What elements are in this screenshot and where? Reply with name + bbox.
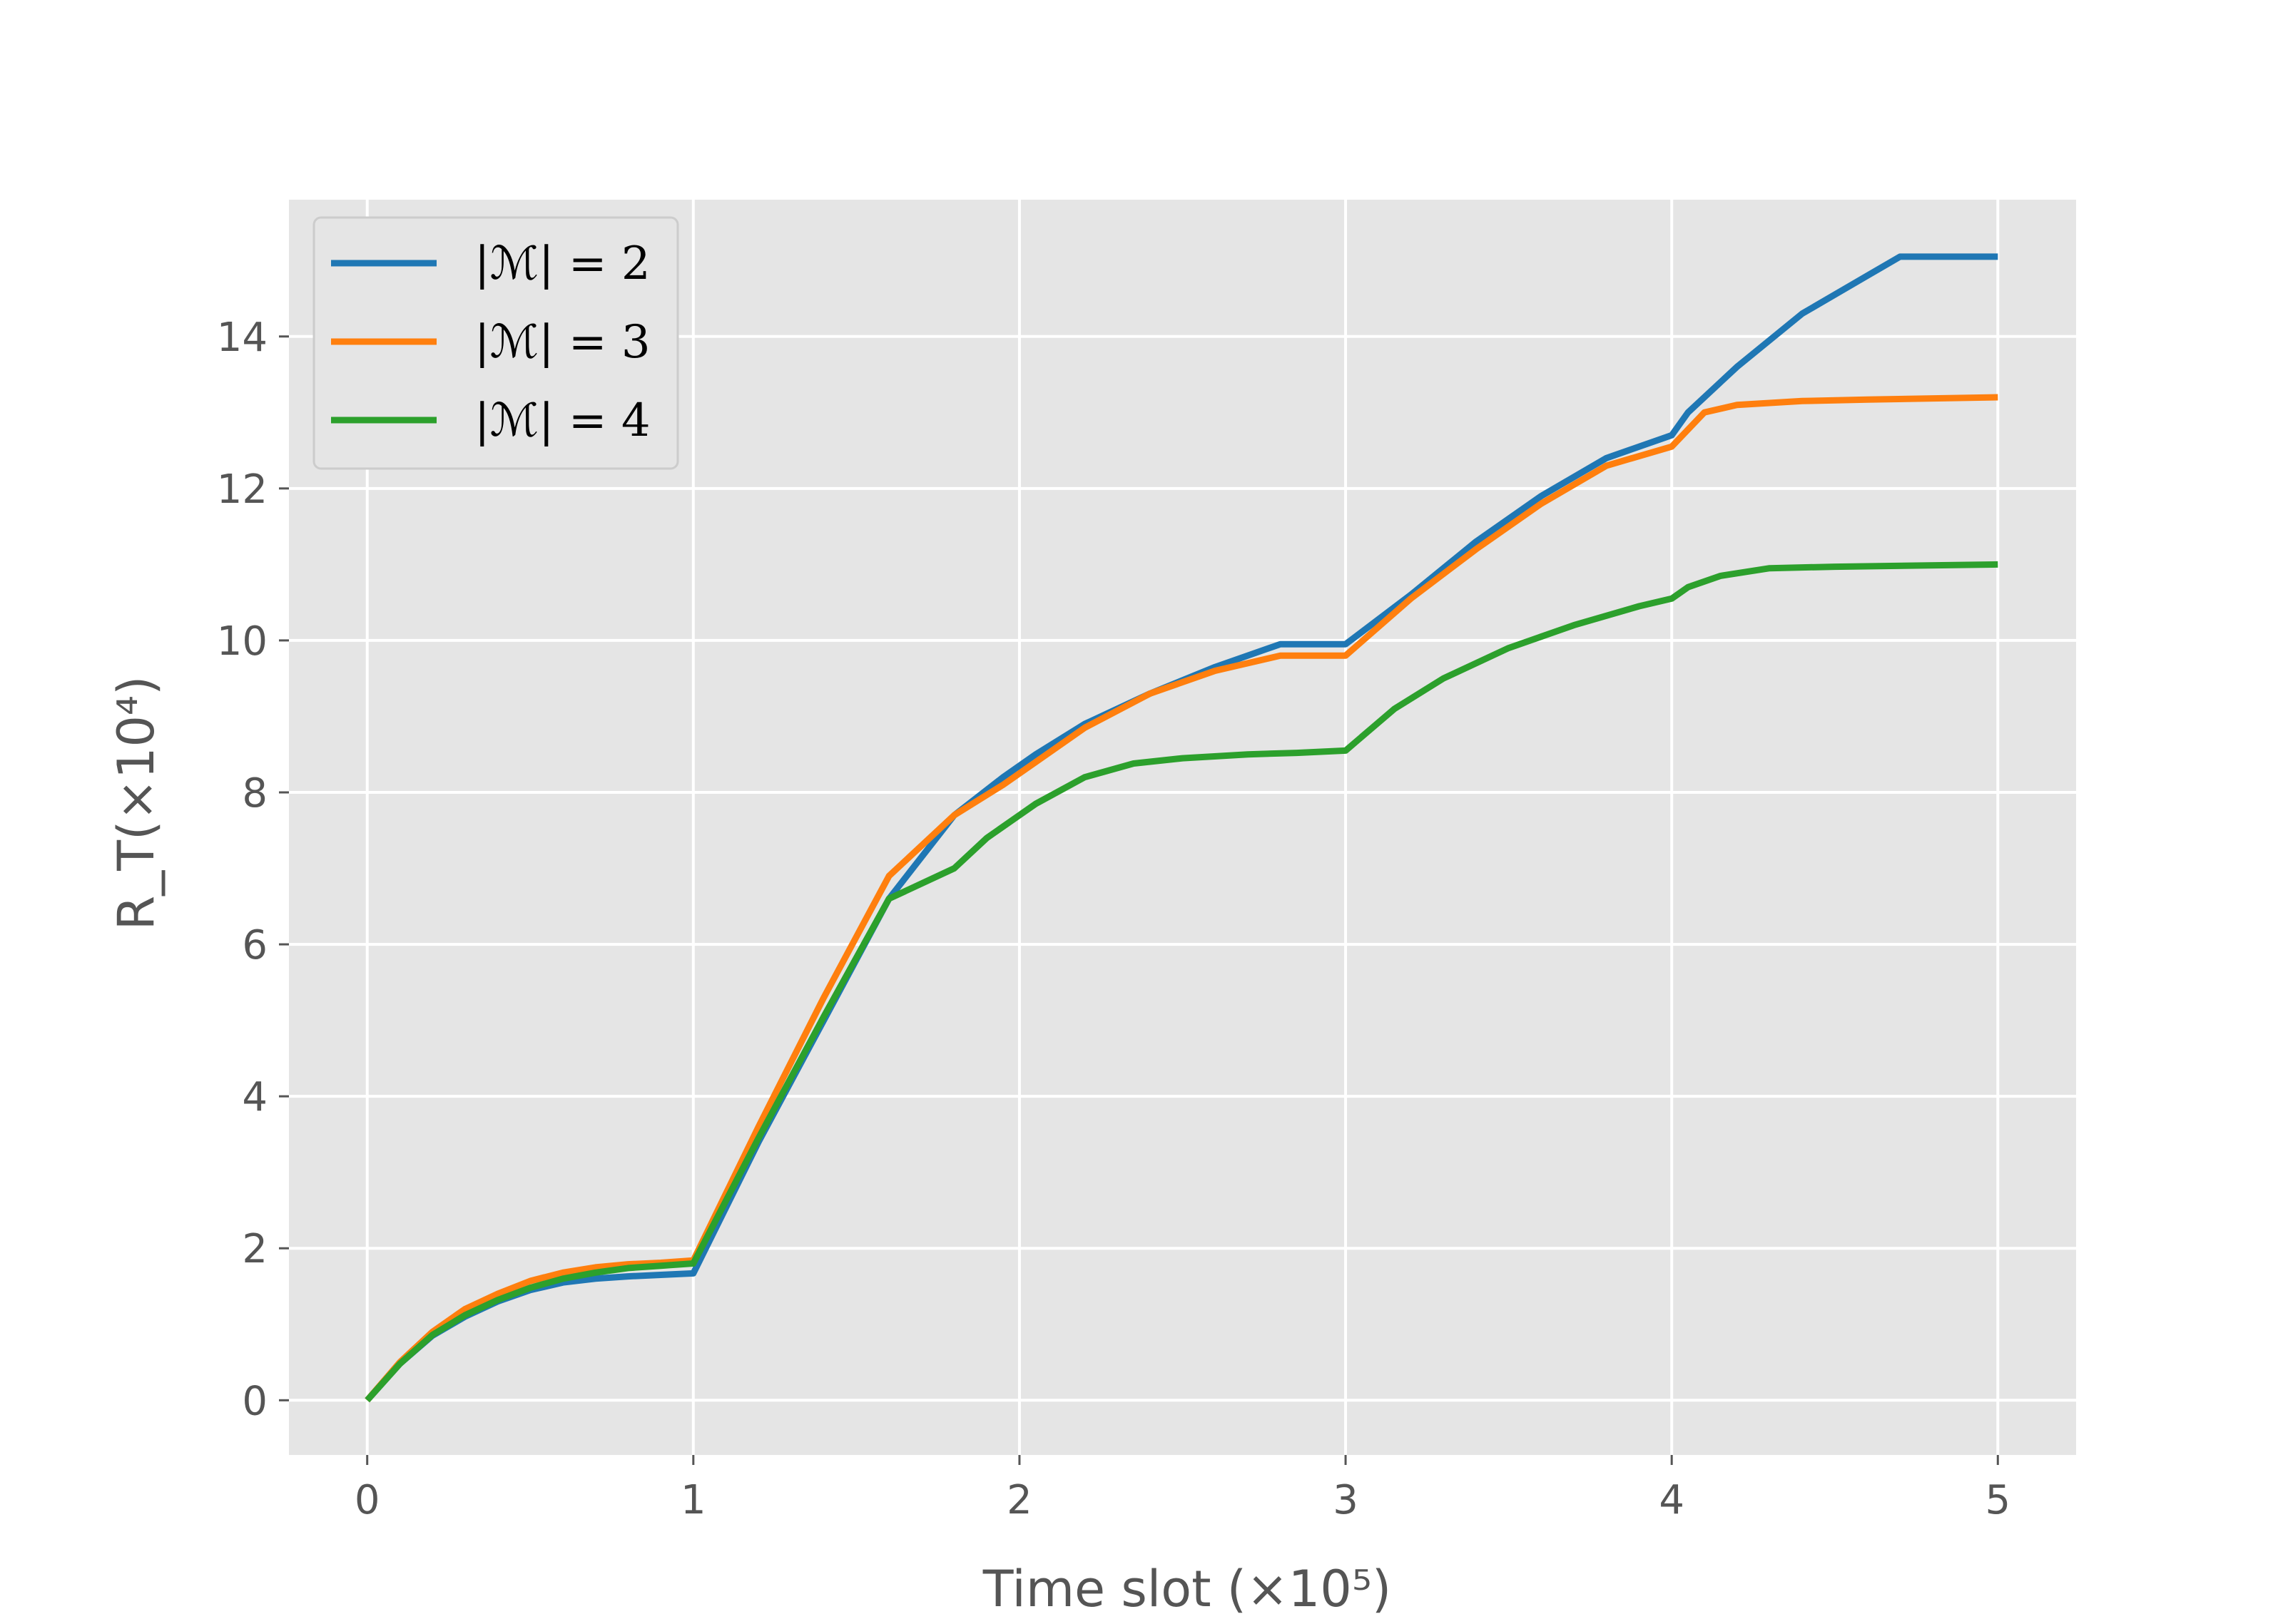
legend-label: |ℳ| = 2 <box>474 238 651 290</box>
x-tick-label: 0 <box>355 1477 380 1523</box>
y-tick-label: 0 <box>242 1378 268 1424</box>
series-line-4 <box>365 561 1998 1403</box>
grid <box>289 200 2076 1455</box>
legend-label: |ℳ| = 4 <box>474 394 651 447</box>
y-tick-label: 14 <box>217 315 268 361</box>
x-tick-label: 1 <box>681 1477 706 1523</box>
y-axis-label: R_T(×10⁴) <box>107 676 166 931</box>
y-tick-label: 4 <box>242 1074 268 1120</box>
y-tick-label: 8 <box>242 770 268 817</box>
series-line-3 <box>365 394 1998 1403</box>
y-tick-label: 2 <box>242 1226 268 1272</box>
series-lines <box>365 253 1998 1403</box>
y-tick-label: 10 <box>217 618 268 665</box>
y-tick-label: 12 <box>217 466 268 513</box>
x-tick-label: 2 <box>1007 1477 1032 1523</box>
legend: |ℳ| = 2 |ℳ| = 3 |ℳ| = 4 <box>312 216 679 470</box>
x-tick-label: 3 <box>1333 1477 1358 1523</box>
y-tick-label: 6 <box>242 922 268 969</box>
legend-label: |ℳ| = 3 <box>474 316 651 369</box>
x-axis-label: Time slot (×10⁵) <box>982 1560 1391 1618</box>
x-tick-label: 5 <box>1985 1477 2010 1523</box>
x-tick-label: 4 <box>1659 1477 1684 1523</box>
legend-box <box>312 216 679 470</box>
